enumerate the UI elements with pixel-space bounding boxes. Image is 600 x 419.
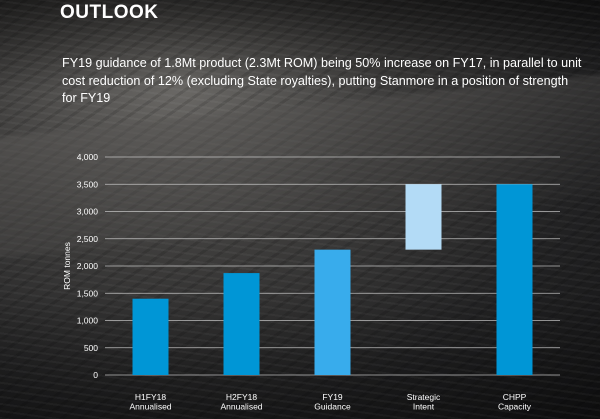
y-tick-label: 1,000 [77,316,99,326]
y-tick-label: 500 [84,343,98,353]
page-title: OUTLOOK [60,2,159,23]
x-tick-label: CHPP [503,392,527,402]
x-tick-label: H1FY18 [135,392,166,402]
bar [314,249,351,375]
x-tick-label: Annualised [129,402,171,412]
bar [496,184,533,375]
bar [405,184,442,250]
x-tick-label: Annualised [220,402,262,412]
y-tick-label: 3,000 [77,207,99,217]
y-tick-label: 2,000 [77,261,99,271]
y-tick-label: 3,500 [77,179,99,189]
x-tick-label: Strategic [407,392,441,402]
bar [132,298,169,375]
bar [223,273,260,375]
x-tick-label: Capacity [498,402,532,412]
y-axis-label: ROM tonnes [62,242,72,290]
page-subtitle: FY19 guidance of 1.8Mt product (2.3Mt RO… [62,56,582,105]
y-tick-label: 4,000 [77,152,99,162]
x-tick-label: FY19 [322,392,343,402]
x-tick-label: Intent [413,402,435,412]
y-tick-label: 1,500 [77,288,99,298]
y-tick-label: 0 [93,370,98,380]
x-tick-label: Guidance [314,402,351,412]
x-tick-label: H2FY18 [226,392,257,402]
y-tick-label: 2,500 [77,234,99,244]
